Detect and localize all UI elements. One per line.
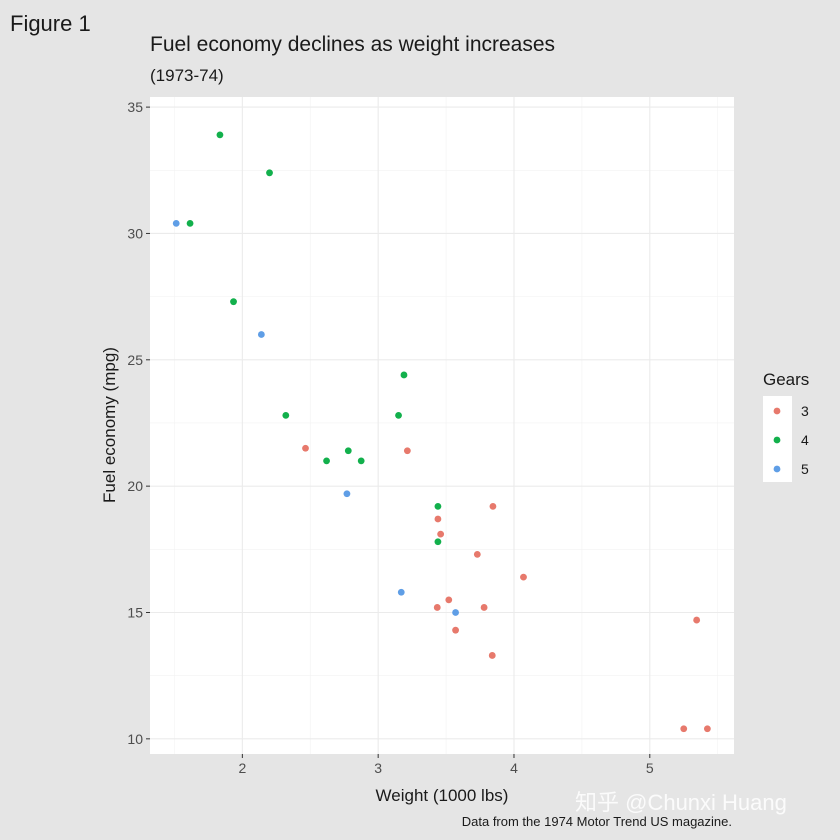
point-gear-4: [344, 447, 352, 455]
point-gear-5: [397, 588, 405, 596]
point-gear-3: [445, 596, 453, 604]
y-tick-label: 35: [127, 99, 143, 115]
point-gear-3: [473, 550, 481, 558]
point-gear-3: [693, 616, 701, 624]
point-gear-4: [395, 411, 402, 419]
point-gear-4: [186, 219, 194, 227]
legend-title: Gears: [763, 370, 809, 389]
point-gear-5: [257, 331, 265, 338]
plot-panel: [150, 97, 734, 754]
axis-ticks: 2 3 4 5 10 15 20 25 30 35: [127, 99, 653, 776]
point-gear-4: [357, 457, 365, 465]
x-tick-label: 5: [646, 760, 654, 776]
legend: Gears 3 4 5: [763, 370, 809, 482]
x-axis-title: Weight (1000 lbs): [376, 786, 509, 805]
point-gear-5: [452, 609, 459, 616]
point-gear-3: [433, 604, 441, 611]
point-gear-5: [172, 219, 180, 227]
chart-caption: Data from the 1974 Motor Trend US magazi…: [462, 814, 732, 829]
x-tick-label: 4: [510, 760, 518, 776]
x-tick-label: 3: [374, 760, 382, 776]
point-gear-4: [323, 457, 330, 465]
point-gear-4: [282, 411, 290, 419]
legend-label-gear-5: 5: [801, 461, 809, 477]
point-gear-3: [480, 604, 488, 611]
point-gear-4: [434, 538, 442, 546]
data-points: [172, 131, 711, 733]
chart-title: Fuel economy declines as weight increase…: [150, 33, 555, 56]
watermark: 知乎 @Chunxi Huang: [575, 790, 787, 815]
y-tick-label: 30: [127, 225, 143, 241]
y-tick-label: 25: [127, 352, 143, 368]
y-axis-title: Fuel economy (mpg): [100, 347, 119, 503]
y-tick-label: 20: [127, 478, 143, 494]
point-gear-3: [434, 515, 442, 523]
grid-lines: [150, 97, 734, 754]
y-tick-label: 10: [127, 731, 143, 747]
point-gear-3: [680, 725, 688, 733]
point-gear-3: [403, 447, 411, 455]
chart-subtitle: (1973-74): [150, 66, 224, 85]
legend-key-gear-4: [773, 436, 781, 444]
point-gear-3: [489, 502, 497, 510]
y-tick-label: 15: [127, 604, 143, 620]
legend-key-gear-3: [773, 407, 781, 415]
legend-key-gear-5: [773, 465, 781, 473]
point-gear-4: [266, 169, 273, 177]
point-gear-5: [343, 490, 351, 498]
point-gear-3: [437, 530, 445, 538]
figure-tag: Figure 1: [10, 11, 91, 36]
legend-label-gear-4: 4: [801, 432, 809, 448]
point-gear-3: [703, 725, 711, 733]
point-gear-3: [520, 573, 527, 581]
point-gear-3: [452, 626, 459, 634]
point-gear-3: [302, 444, 309, 452]
point-gear-4: [434, 502, 442, 510]
x-tick-label: 2: [238, 760, 246, 776]
point-gear-4: [230, 298, 237, 306]
legend-label-gear-3: 3: [801, 403, 809, 419]
point-gear-3: [488, 652, 496, 659]
point-gear-4: [400, 371, 408, 379]
point-gear-4: [216, 131, 224, 139]
